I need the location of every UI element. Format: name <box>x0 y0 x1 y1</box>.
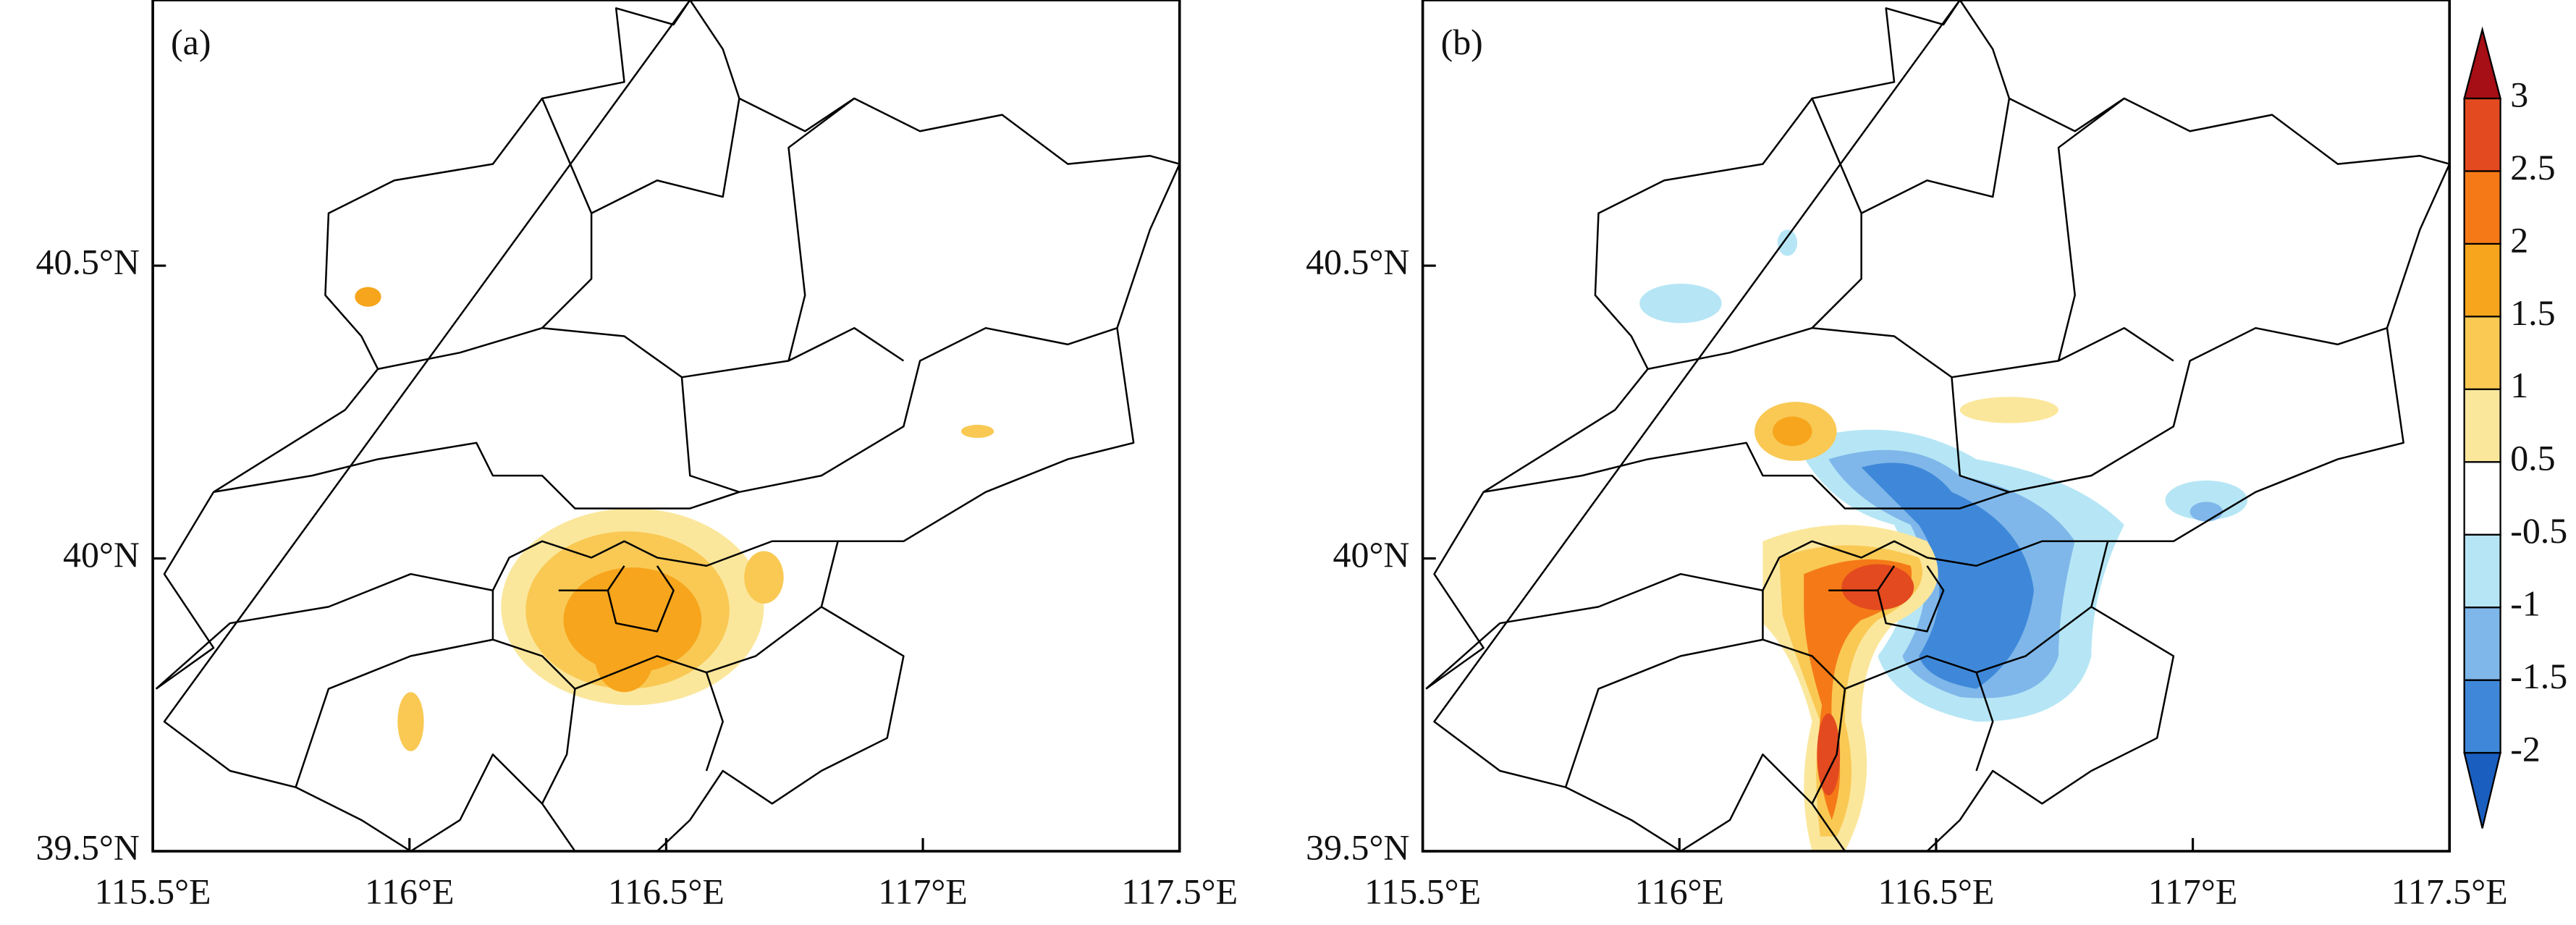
x-tick-label: 115.5°E <box>1364 872 1481 912</box>
field <box>1424 0 2450 852</box>
colorbar-segment <box>2463 388 2501 463</box>
panel-label: (a) <box>171 22 211 62</box>
colorbar-segment <box>2463 97 2501 172</box>
colorbar-segment <box>2463 316 2501 390</box>
x-tick-label: 116°E <box>1635 872 1724 912</box>
axes: 115.5°E 116°E 116.5°E 117°E 117.5°E 40.5°N 40°… <box>36 242 1238 912</box>
colorbar-label: 1.5 <box>2510 293 2555 333</box>
y-tick-label: 40.5°N <box>1306 242 1409 282</box>
y-tick-label: 40°N <box>1333 535 1410 575</box>
axes: 115.5°E 116°E 116.5°E 117°E 117.5°E 40.5°N 40°… <box>1306 242 2508 912</box>
colorbar-label: 1 <box>2510 366 2528 405</box>
y-tick-label: 39.5°N <box>1306 828 1409 868</box>
colorbar: -2 -1.5 -1 -0.5 0.5 1 1.5 2 2.5 3 <box>2463 26 2567 829</box>
colorbar-segment <box>2463 461 2501 536</box>
colorbar-label: 2.5 <box>2510 148 2555 187</box>
x-tick-label: 116.5°E <box>608 872 725 912</box>
field <box>155 0 1180 852</box>
colorbar-arrow <box>2463 26 2502 100</box>
panel-label: (b) <box>1441 22 1483 62</box>
x-tick-label: 116.5°E <box>1878 872 1994 912</box>
colorbar-segment <box>2463 242 2501 318</box>
y-tick-label: 40.5°N <box>36 242 140 282</box>
colorbar-segment <box>2463 533 2501 609</box>
x-tick-label: 117°E <box>2148 872 2237 912</box>
colorbar-label: -0.5 <box>2510 511 2567 551</box>
x-tick-label: 115.5°E <box>95 872 211 912</box>
colorbar-segment <box>2463 679 2501 754</box>
colorbar-segment <box>2463 170 2501 245</box>
colorbar-label: -1 <box>2510 584 2541 624</box>
x-tick-label: 117.5°E <box>2391 872 2508 912</box>
colorbar-label: 3 <box>2510 75 2528 114</box>
panel-b: (b) <box>1421 0 2452 853</box>
colorbar-label: 0.5 <box>2510 439 2555 478</box>
panel-a: (a) <box>151 0 1181 853</box>
x-tick-label: 116°E <box>365 872 454 912</box>
colorbar-label: -1.5 <box>2510 656 2567 696</box>
colorbar-segment <box>2463 607 2501 681</box>
colorbar-label: 2 <box>2510 220 2528 260</box>
colorbar-label: -2 <box>2510 730 2541 769</box>
x-tick-label: 117.5°E <box>1121 872 1238 912</box>
x-tick-label: 117°E <box>878 872 967 912</box>
y-tick-label: 39.5°N <box>36 828 140 868</box>
colorbar-arrow <box>2463 751 2502 829</box>
y-tick-label: 40°N <box>63 535 140 575</box>
